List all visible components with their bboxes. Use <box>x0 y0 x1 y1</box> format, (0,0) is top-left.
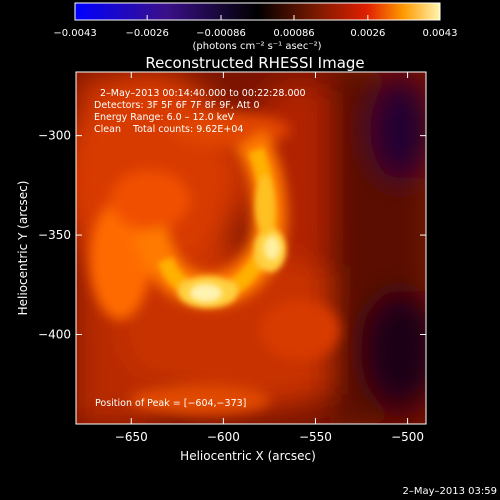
annotation-time-range: 2–May–2013 00:14:40.000 to 00:22:28.000 <box>100 88 306 99</box>
colorbar-ticks: −0.0043 −0.0026 −0.00086 0.00086 0.0026 0.004… <box>53 15 458 39</box>
y-tick-label: −400 <box>38 328 71 342</box>
colorbar-tick-label: −0.0043 <box>53 28 96 39</box>
y-tick-label: −300 <box>38 129 71 143</box>
colorbar-unit-label: (photons cm⁻² s⁻¹ asec⁻²) <box>192 41 321 52</box>
colorbar-tick-label: −0.00086 <box>196 28 246 39</box>
colorbar-tick-label: 0.0043 <box>423 28 458 39</box>
y-axis-label: Heliocentric Y (arcsec) <box>16 181 30 316</box>
annotation-clean-counts: Clean Total counts: 9.62E+04 <box>94 124 243 135</box>
x-tick-label: −650 <box>115 430 148 444</box>
colorbar-tick-label: −0.0026 <box>125 28 168 39</box>
plot-frame <box>75 71 427 425</box>
chart-title: Reconstructed RHESSI Image <box>145 54 364 72</box>
x-tick-label: −500 <box>391 430 424 444</box>
heatmap-image <box>76 72 426 424</box>
colorbar <box>74 2 441 21</box>
x-axis-ticks: −650 −600 −550 −500 <box>115 72 424 444</box>
annotation-energy-range: Energy Range: 6.0 – 12.0 keV <box>94 112 235 123</box>
y-tick-label: −350 <box>38 228 71 242</box>
x-tick-label: −600 <box>207 430 240 444</box>
colorbar-tick-label: 0.00086 <box>273 28 314 39</box>
x-tick-label: −550 <box>299 430 332 444</box>
y-axis-ticks: −300 −350 −400 <box>38 129 426 342</box>
colorbar-tick-label: 0.0026 <box>350 28 385 39</box>
footer-timestamp: 2–May–2013 03:59 <box>403 486 497 497</box>
x-axis-label: Heliocentric X (arcsec) <box>180 449 316 463</box>
peak-position-label: Position of Peak = [−604,−373] <box>95 398 246 409</box>
annotation-detectors: Detectors: 3F 5F 6F 7F 8F 9F, Att 0 <box>94 100 260 111</box>
